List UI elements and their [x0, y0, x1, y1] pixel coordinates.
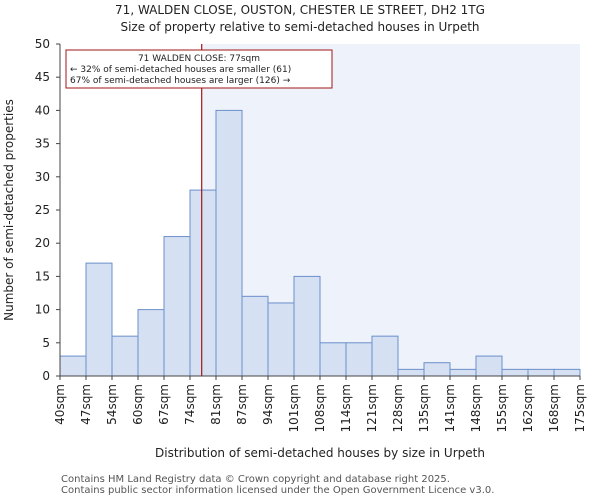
- y-tick-label-50: 50: [35, 37, 50, 51]
- bar-121sqm: [371, 335, 399, 377]
- y-axis: 0 5 10 15 20 25 30 35 40 45 50: [35, 37, 61, 383]
- bar-81sqm: [215, 109, 243, 377]
- annotation-line2: ← 32% of semi-detached houses are smalle…: [70, 65, 291, 75]
- x-tick-label-81sqm: 81sqm: [209, 384, 223, 425]
- footer-line2: Contains public sector information licen…: [61, 485, 495, 496]
- x-tick-label-47sqm: 47sqm: [79, 384, 93, 425]
- x-tick-label-54sqm: 54sqm: [105, 384, 119, 425]
- y-tick-label-45: 45: [35, 70, 50, 84]
- bar-67sqm: [163, 236, 191, 377]
- x-tick-label-114sqm: 114sqm: [339, 384, 353, 432]
- bar-87sqm: [241, 295, 269, 377]
- histogram-chart: 71, WALDEN CLOSE, OUSTON, CHESTER LE STR…: [2, 3, 587, 460]
- x-tick-label-148sqm: 148sqm: [469, 384, 483, 432]
- bar-135sqm: [423, 362, 451, 377]
- bar-60sqm: [137, 309, 165, 377]
- x-tick-label-67sqm: 67sqm: [157, 384, 171, 425]
- y-tick-label-10: 10: [35, 303, 50, 317]
- y-tick-label-0: 0: [42, 369, 50, 383]
- y-tick-label-15: 15: [35, 269, 50, 283]
- chart-title-line2: Size of property relative to semi-detach…: [120, 20, 479, 34]
- x-tick-label-175sqm: 175sqm: [573, 384, 587, 432]
- bar-162sqm: [527, 368, 555, 377]
- x-tick-label-141sqm: 141sqm: [443, 384, 457, 432]
- bars-group: [59, 109, 581, 377]
- bar-114sqm: [345, 342, 373, 377]
- bar-74sqm: [189, 189, 217, 377]
- x-axis: 40sqm 47sqm 54sqm 60sqm 67sqm 74sqm 81sqm 87sqm…: [53, 375, 587, 432]
- chart-title-line1: 71, WALDEN CLOSE, OUSTON, CHESTER LE STR…: [115, 3, 485, 17]
- x-tick-label-101sqm: 101sqm: [287, 384, 301, 432]
- bar-47sqm: [85, 262, 113, 377]
- x-tick-label-128sqm: 128sqm: [391, 384, 405, 432]
- x-tick-label-135sqm: 135sqm: [417, 384, 431, 432]
- bar-128sqm: [397, 368, 425, 377]
- footer-line1: Contains HM Land Registry data © Crown c…: [61, 474, 450, 485]
- y-axis-label: Number of semi-detached properties: [2, 99, 16, 321]
- bar-94sqm: [267, 302, 295, 377]
- x-tick-label-40sqm: 40sqm: [53, 384, 67, 425]
- x-tick-label-94sqm: 94sqm: [261, 384, 275, 425]
- y-tick-label-40: 40: [35, 103, 50, 117]
- x-tick-label-155sqm: 155sqm: [495, 384, 509, 432]
- annotation-line1: 71 WALDEN CLOSE: 77sqm: [138, 54, 260, 64]
- x-tick-label-60sqm: 60sqm: [131, 384, 145, 425]
- x-tick-label-162sqm: 162sqm: [521, 384, 535, 432]
- bar-101sqm: [293, 275, 321, 377]
- x-tick-label-121sqm: 121sqm: [365, 384, 379, 432]
- x-tick-label-74sqm: 74sqm: [183, 384, 197, 425]
- bar-108sqm: [319, 342, 347, 377]
- bar-54sqm: [111, 335, 139, 377]
- annotation-line3: 67% of semi-detached houses are larger (…: [70, 76, 291, 86]
- y-tick-label-35: 35: [35, 137, 50, 151]
- y-tick-label-25: 25: [35, 203, 50, 217]
- bar-141sqm: [449, 368, 477, 377]
- x-tick-label-87sqm: 87sqm: [235, 384, 249, 425]
- bar-155sqm: [501, 368, 529, 377]
- annotation-box: [65, 49, 333, 89]
- y-tick-label-5: 5: [42, 336, 50, 350]
- bar-168sqm: [553, 368, 581, 377]
- bar-148sqm: [475, 355, 503, 377]
- x-tick-label-108sqm: 108sqm: [313, 384, 327, 432]
- x-tick-label-168sqm: 168sqm: [547, 384, 561, 432]
- bar-40sqm: [59, 355, 87, 377]
- x-axis-label: Distribution of semi-detached houses by …: [155, 446, 485, 460]
- y-tick-label-20: 20: [35, 236, 50, 250]
- y-tick-label-30: 30: [35, 170, 50, 184]
